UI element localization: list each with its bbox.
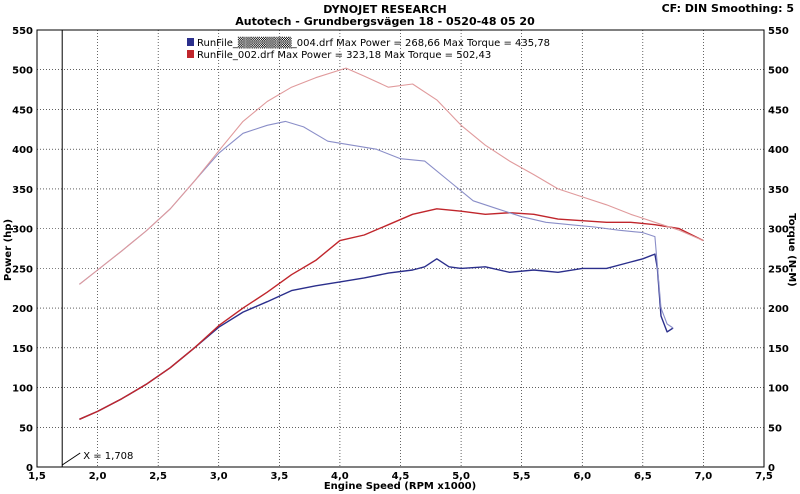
x-tick-label: 4,0 [331, 471, 349, 482]
series-line-torque-4 [79, 67, 704, 285]
y-left-tick-label: 500 [12, 66, 33, 77]
x-tick-label: 4,5 [392, 471, 410, 482]
y-left-tick-label: 0 [26, 463, 33, 474]
y-right-tick-label: 150 [768, 344, 789, 355]
x-tick-label: 6,0 [573, 471, 591, 482]
x-tick-label: 5,5 [513, 471, 531, 482]
x-tick-label: 5,0 [452, 471, 470, 482]
y-left-tick-label: 450 [12, 105, 33, 116]
y-right-tick-label: 250 [768, 264, 789, 275]
y-left-tick-labels: 0 50 100 150 200 250 300 350 400 450 500 550 [12, 26, 33, 474]
y-right-tick-label: 350 [768, 185, 789, 196]
chart-title: DYNOJET RESEARCH [323, 3, 447, 16]
y-right-tick-label: 0 [768, 463, 775, 474]
legend-entry-2: RunFile_002.drf Max Power = 323,18 Max T… [197, 50, 491, 61]
x-tick-label: 2,5 [149, 471, 167, 482]
y-left-tick-label: 300 [12, 225, 33, 236]
y-right-tick-label: 550 [768, 26, 789, 37]
y-right-tick-labels: 0 50 100 150 200 250 300 350 400 450 500 550 [768, 26, 789, 474]
y-right-tick-label: 50 [768, 423, 782, 434]
x-tick-label: 2,0 [89, 471, 107, 482]
y-left-tick-label: 50 [19, 423, 33, 434]
y-left-tick-label: 250 [12, 264, 33, 275]
x-tick-label: 7,0 [695, 471, 713, 482]
y-left-tick-label: 350 [12, 185, 33, 196]
x-axis-label: Engine Speed (RPM x1000) [324, 481, 476, 492]
x-tick-label: 7,5 [755, 471, 773, 482]
y-right-axis-label: Torque (N-M) [786, 213, 797, 286]
y-left-tick-label: 100 [12, 384, 33, 395]
y-left-tick-label: 400 [12, 145, 33, 156]
x-tick-label: 6,5 [634, 471, 652, 482]
series-lines [79, 67, 704, 420]
series-line-power-2 [79, 208, 704, 420]
y-left-axis-label: Power (hp) [3, 219, 14, 281]
y-right-tick-label: 500 [768, 66, 789, 77]
y-left-tick-label: 200 [12, 304, 33, 315]
y-right-tick-label: 300 [768, 225, 789, 236]
grid [37, 30, 764, 467]
x-tick-label: 3,0 [210, 471, 228, 482]
y-left-tick-label: 150 [12, 344, 33, 355]
x-tick-labels: 1,5 2,0 2,5 3,0 3,5 4,0 4,5 5,0 5,5 6,0 6,5 7,0 7,5 [28, 471, 773, 482]
x-tick-label: 1,5 [28, 471, 46, 482]
y-left-tick-label: 550 [12, 26, 33, 37]
y-right-tick-label: 400 [768, 145, 789, 156]
legend-entry-1: RunFile_▒▒▒▒▒▒▒_004.drf Max Power = 268,… [197, 36, 550, 49]
chart-subtitle: Autotech - Grundbergsvägen 18 - 0520-48 … [235, 15, 535, 28]
legend: RunFile_▒▒▒▒▒▒▒_004.drf Max Power = 268,… [187, 36, 550, 61]
cursor-pointer [61, 452, 81, 466]
plot-area [36, 29, 765, 468]
cursor-label: X = 1,708 [83, 451, 133, 462]
cf-smoothing-text: CF: DIN Smoothing: 5 [661, 2, 794, 15]
legend-swatch-2 [187, 50, 194, 58]
y-right-tick-label: 200 [768, 304, 789, 315]
y-right-tick-label: 100 [768, 384, 789, 395]
legend-swatch-1 [187, 38, 194, 46]
y-right-tick-label: 450 [768, 105, 789, 116]
x-tick-label: 3,5 [270, 471, 288, 482]
